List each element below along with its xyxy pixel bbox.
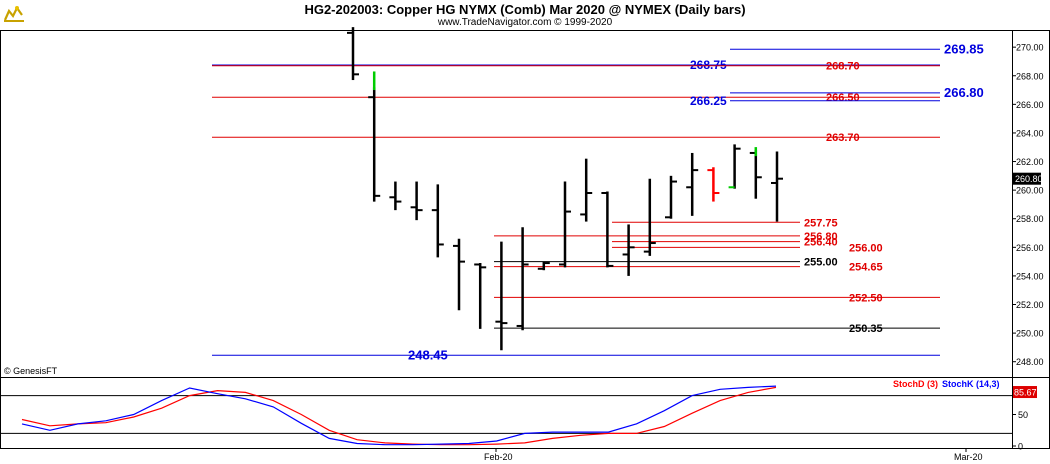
- level-label: 250.35: [849, 323, 883, 335]
- price-tick-label: 256.00: [1016, 243, 1044, 253]
- stochastic-value-box: [1013, 386, 1037, 399]
- price-tick-label: 264.00: [1016, 128, 1044, 138]
- level-label: 256.00: [849, 242, 883, 254]
- stochastic-value-label: 85.67: [1014, 388, 1037, 398]
- price-panel-border: [0, 30, 1050, 378]
- level-label: 266.80: [944, 85, 984, 100]
- price-tick-label: 260.00: [1016, 186, 1044, 196]
- price-panel: 248.00 250.00 252.00 254.00 256.00 258.00 260.…: [0, 27, 1050, 449]
- x-tick-label: Mar-20: [954, 452, 983, 462]
- price-tick-label: 258.00: [1016, 214, 1044, 224]
- last-price-box: [1013, 172, 1041, 185]
- price-tick-label: 266.00: [1016, 100, 1044, 110]
- stochastic-tick-label: 0: [1018, 442, 1023, 452]
- price-tick-label: 262.00: [1016, 157, 1044, 167]
- stochastic-series-line: [21, 385, 777, 446]
- price-tick-label: 248.00: [1016, 357, 1044, 367]
- level-label: 269.85: [944, 41, 984, 56]
- price-tick-label: 270.00: [1016, 43, 1044, 53]
- stochastic-series-line: [21, 386, 777, 446]
- level-label: 248.45: [408, 347, 448, 362]
- chart-title: HG2-202003: Copper HG NYMX (Comb) Mar 20…: [304, 2, 746, 17]
- stochastic-tick-label: 50: [1018, 410, 1028, 420]
- level-label: 268.70: [826, 61, 860, 73]
- x-tick-label: Feb-20: [484, 452, 513, 462]
- level-label: 263.70: [826, 132, 860, 144]
- level-label: 256.80: [804, 231, 838, 243]
- level-label: 268.75: [690, 58, 727, 72]
- genesis-trade-navigator-logo: [3, 5, 24, 22]
- level-label: 252.50: [849, 292, 883, 304]
- price-tick-label: 254.00: [1016, 271, 1044, 281]
- stochastic-legend-k: StochK (14,3): [942, 379, 1000, 389]
- level-label: 254.65: [849, 262, 883, 274]
- chart-subtitle: www.TradeNavigator.com © 1999-2020: [437, 17, 613, 28]
- price-tick-label: 252.00: [1016, 300, 1044, 310]
- level-label: 266.25: [690, 94, 727, 108]
- stochastic-legend-d: StochD (3): [893, 379, 938, 389]
- level-label: 257.75: [804, 217, 838, 229]
- last-price-label: 260.80: [1015, 174, 1043, 184]
- level-label: 266.50: [826, 92, 860, 104]
- copyright-label: © GenesisFT: [4, 366, 58, 376]
- stochastic-panel: Feb-20 Mar-20 0 50 StochD (3) StochK (14,3) 85…: [0, 377, 1050, 462]
- price-tick-label: 268.00: [1016, 71, 1044, 81]
- level-label: 256.40: [804, 237, 838, 249]
- level-label: 255.00: [804, 257, 838, 269]
- price-tick-label: 250.00: [1016, 329, 1044, 339]
